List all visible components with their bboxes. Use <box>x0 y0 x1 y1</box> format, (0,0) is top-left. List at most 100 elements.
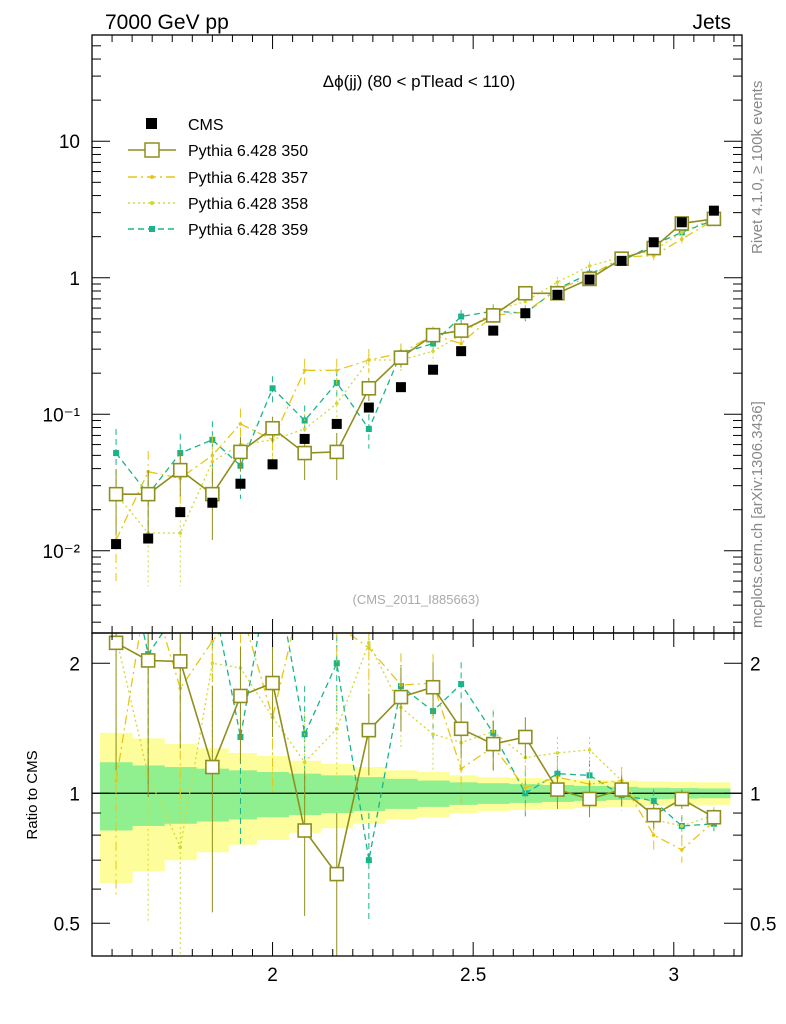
data-point <box>177 604 183 610</box>
y-tick-label-right: 2 <box>750 654 761 675</box>
data-point <box>395 382 406 393</box>
ratio-plot-series <box>108 550 722 956</box>
y-tick-label: 1 <box>69 784 80 805</box>
data-point <box>459 766 463 771</box>
data-point <box>425 327 441 343</box>
data-point <box>614 782 629 797</box>
data-point <box>302 368 307 373</box>
y-tick-label: 1 <box>69 269 80 290</box>
legend-item: Pythia 6.428 359 <box>128 222 308 239</box>
y-tick-label: 2 <box>69 654 80 675</box>
data-point <box>334 368 339 373</box>
data-point <box>459 341 463 346</box>
x-tick-label: 2 <box>267 965 278 986</box>
main-pythia-6-428-358 <box>114 214 716 587</box>
data-point <box>674 791 690 807</box>
data-point <box>140 653 156 668</box>
data-point <box>175 507 186 518</box>
data-point <box>650 797 657 804</box>
data-point <box>297 445 312 461</box>
data-point <box>265 420 280 436</box>
data-point <box>555 280 560 284</box>
data-point <box>708 205 719 216</box>
data-point <box>143 533 154 544</box>
data-point <box>680 230 684 235</box>
data-point <box>584 274 595 285</box>
series-line <box>115 636 715 850</box>
data-point <box>552 289 563 300</box>
data-point <box>108 635 124 651</box>
data-point <box>238 422 243 426</box>
data-point <box>453 721 469 737</box>
data-point <box>299 433 310 444</box>
data-point <box>523 785 528 790</box>
data-point <box>108 486 124 502</box>
data-point <box>651 833 656 837</box>
data-point <box>458 681 465 688</box>
data-point <box>648 237 659 248</box>
data-point <box>178 845 183 850</box>
data-point <box>205 759 220 775</box>
header-right: Jets <box>692 11 731 34</box>
main-pythia-6-428-350 <box>108 211 722 540</box>
data-point <box>210 453 215 458</box>
data-point <box>555 751 560 755</box>
data-point <box>425 679 441 695</box>
data-point <box>365 426 372 433</box>
data-point <box>587 748 592 752</box>
ratio-frame <box>91 632 743 957</box>
data-point <box>431 349 435 353</box>
legend-marker <box>150 201 154 205</box>
legend-marker <box>149 226 155 232</box>
data-point <box>488 325 499 336</box>
data-point <box>365 857 372 864</box>
data-point <box>680 824 684 828</box>
legend-marker <box>146 118 157 129</box>
data-point <box>520 308 531 319</box>
data-point <box>485 736 501 752</box>
data-point <box>393 350 409 365</box>
mcplots-label: mcplots.cern.ch [arXiv:1306.3436] <box>749 401 766 628</box>
data-point <box>331 418 342 429</box>
data-point <box>302 760 307 765</box>
data-point <box>523 299 528 304</box>
ratio-ylabel: Ratio to CMS <box>24 750 41 839</box>
data-point <box>172 654 188 669</box>
data-point <box>209 591 215 597</box>
data-point <box>235 478 246 489</box>
data-point <box>706 809 722 825</box>
data-point <box>550 782 565 797</box>
series-line <box>115 217 715 534</box>
data-point <box>363 402 374 413</box>
data-point <box>207 497 218 508</box>
y-tick-label: 0.5 <box>54 914 80 935</box>
data-point <box>458 313 465 320</box>
data-point <box>367 641 371 645</box>
data-point <box>113 450 120 457</box>
ratio-pythia-6-428-350 <box>108 633 722 956</box>
x-tick-label: 2.5 <box>460 965 486 986</box>
data-point <box>233 444 248 460</box>
data-point <box>518 729 533 745</box>
data-point <box>361 380 377 396</box>
data-point <box>114 778 118 783</box>
y-tick-label: 10⁻² <box>43 542 81 563</box>
data-point <box>111 539 122 550</box>
data-point <box>270 550 276 556</box>
data-point <box>393 689 409 705</box>
legend-label: Pythia 6.428 350 <box>188 143 308 160</box>
series-line <box>115 219 715 496</box>
data-point <box>518 285 533 301</box>
data-point <box>680 847 684 852</box>
legend-item: Pythia 6.428 350 <box>128 142 308 160</box>
data-point <box>210 661 215 666</box>
data-point <box>680 237 684 241</box>
y-tick-label-right: 1 <box>750 784 761 805</box>
data-point <box>329 866 345 882</box>
data-point <box>302 427 307 431</box>
data-point <box>428 364 439 375</box>
legend-label: Pythia 6.428 358 <box>188 196 308 213</box>
data-point <box>334 401 339 406</box>
data-point <box>269 385 276 392</box>
